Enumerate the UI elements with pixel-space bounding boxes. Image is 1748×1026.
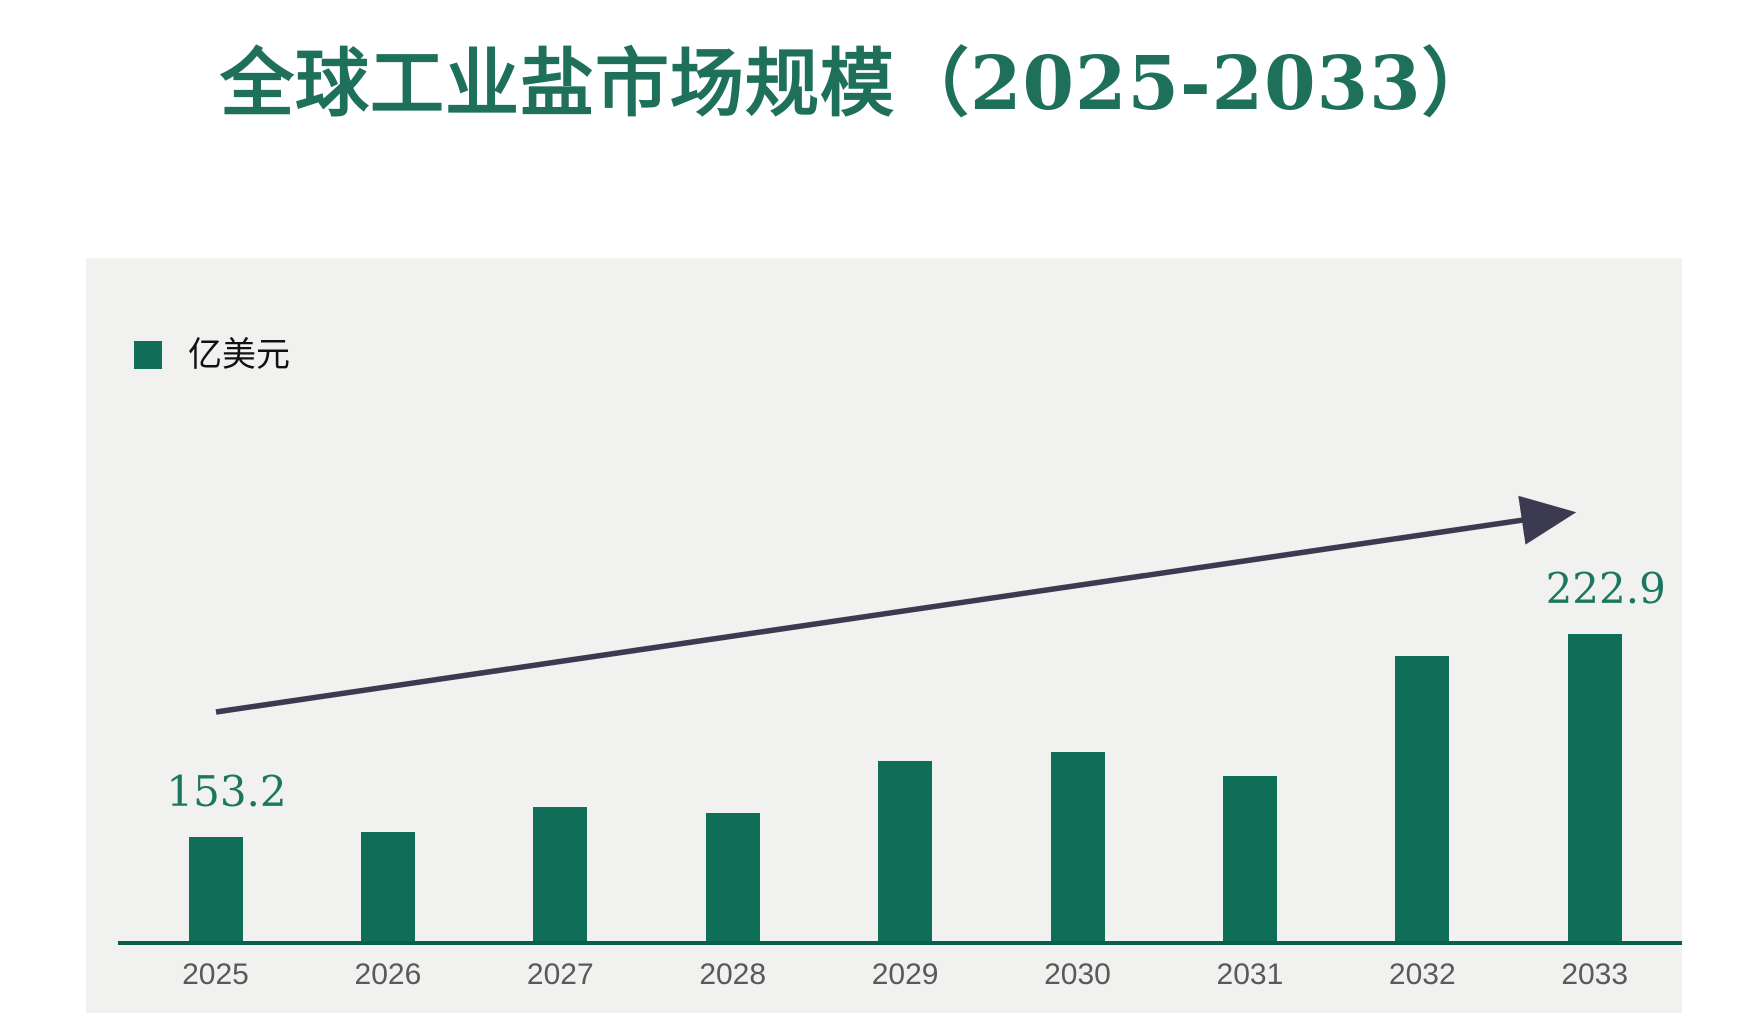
bar-2032 — [1395, 656, 1450, 945]
bar-2030 — [1050, 752, 1105, 945]
legend: 亿美元 — [134, 338, 290, 372]
legend-label: 亿美元 — [188, 335, 290, 375]
legend-swatch-icon — [134, 341, 162, 369]
bar-2033 — [1567, 634, 1622, 945]
plot-panel: 亿美元 2025 153.2 2026 2027 2028 2029 2030 2031 203… — [86, 258, 1682, 1013]
x-tick-label-2031: 2031 — [1216, 958, 1284, 991]
x-tick-label-2030: 2030 — [1044, 958, 1111, 991]
bar-2025 — [188, 837, 243, 945]
x-tick-label-2029: 2029 — [871, 958, 939, 991]
bar-2027 — [533, 807, 588, 945]
chart-title: 全球工业盐市场规模（2025-2033） — [220, 41, 1497, 127]
bar-2026 — [360, 832, 415, 945]
x-axis-line — [118, 941, 1682, 945]
x-tick-label-2033: 2033 — [1561, 958, 1629, 991]
value-label-2025: 153.2 — [166, 767, 287, 816]
x-tick-label-2028: 2028 — [699, 958, 767, 991]
bar-2029 — [878, 761, 933, 945]
x-tick-label-2027: 2027 — [526, 958, 594, 991]
bar-2031 — [1222, 776, 1277, 945]
x-tick-label-2032: 2032 — [1388, 958, 1456, 991]
x-tick-label-2025: 2025 — [182, 958, 249, 991]
value-label-2033: 222.9 — [1545, 564, 1666, 613]
bar-2028 — [705, 813, 760, 945]
x-tick-label-2026: 2026 — [354, 958, 422, 991]
